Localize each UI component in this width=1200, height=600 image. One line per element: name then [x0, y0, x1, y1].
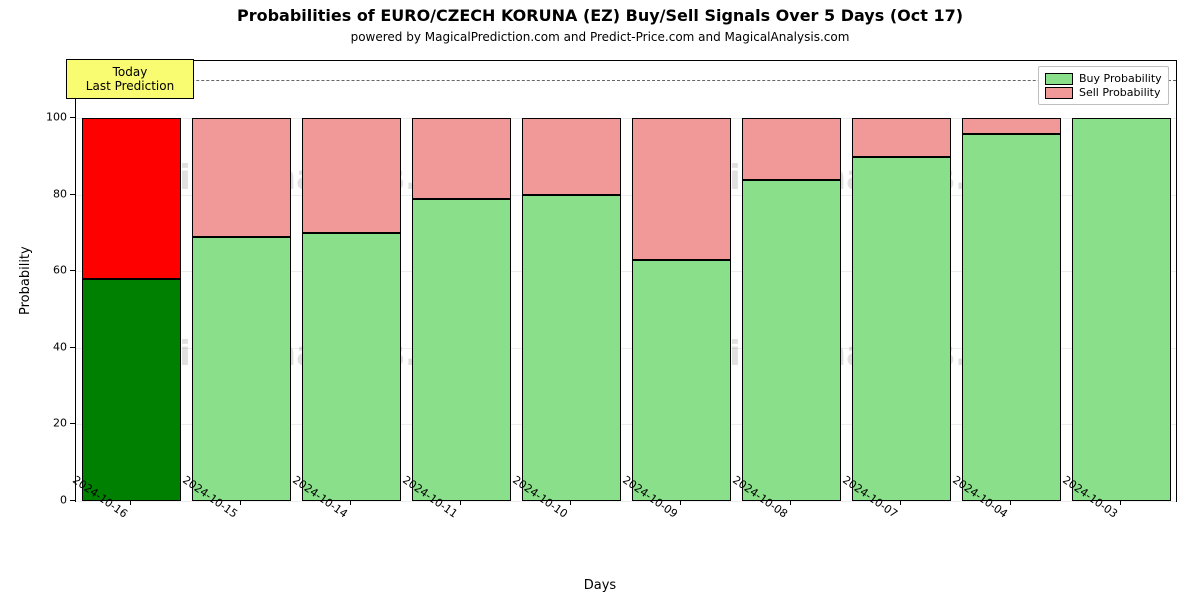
bar-buy — [852, 157, 951, 501]
xtick-mark — [350, 500, 351, 505]
bar-buy — [302, 233, 401, 501]
ytick-mark — [70, 500, 75, 501]
ytick-label: 100 — [35, 111, 67, 124]
ytick-mark — [70, 270, 75, 271]
bar-buy — [632, 260, 731, 501]
ytick-mark — [70, 347, 75, 348]
xtick-mark — [1010, 500, 1011, 505]
bar-sell — [742, 118, 841, 179]
legend: Buy ProbabilitySell Probability — [1038, 66, 1169, 105]
bar-buy — [962, 134, 1061, 501]
bar-sell — [852, 118, 951, 156]
chart-title: Probabilities of EURO/CZECH KORUNA (EZ) … — [0, 6, 1200, 25]
xtick-mark — [790, 500, 791, 505]
ytick-label: 0 — [35, 494, 67, 507]
xtick-mark — [460, 500, 461, 505]
ytick-label: 60 — [35, 264, 67, 277]
legend-swatch — [1045, 87, 1073, 99]
plot-area: MagicalAnalysis.comMagicalAnalysis.comMa… — [75, 60, 1177, 502]
bar-buy — [412, 199, 511, 501]
annotation-line: Today — [67, 65, 193, 79]
ytick-label: 20 — [35, 417, 67, 430]
bar-sell — [192, 118, 291, 237]
legend-item: Sell Probability — [1045, 86, 1162, 99]
legend-swatch — [1045, 73, 1073, 85]
bar-sell — [962, 118, 1061, 133]
ytick-label: 80 — [35, 187, 67, 200]
ytick-label: 40 — [35, 340, 67, 353]
legend-label: Buy Probability — [1079, 72, 1162, 85]
x-axis-label: Days — [0, 578, 1200, 593]
ytick-mark — [70, 194, 75, 195]
ytick-mark — [70, 117, 75, 118]
today-annotation: TodayLast Prediction — [66, 59, 194, 99]
xtick-mark — [1120, 500, 1121, 505]
xtick-mark — [680, 500, 681, 505]
legend-label: Sell Probability — [1079, 86, 1161, 99]
bar-buy — [192, 237, 291, 501]
gridline — [76, 501, 1176, 502]
bar-sell — [522, 118, 621, 195]
threshold-line — [76, 80, 1176, 81]
bar-buy — [1072, 118, 1171, 501]
xtick-mark — [240, 500, 241, 505]
ytick-mark — [70, 423, 75, 424]
bar-sell-today — [82, 118, 181, 279]
xtick-mark — [900, 500, 901, 505]
bar-sell — [412, 118, 511, 198]
xtick-mark — [130, 500, 131, 505]
legend-item: Buy Probability — [1045, 72, 1162, 85]
annotation-line: Last Prediction — [67, 79, 193, 93]
bar-buy — [742, 180, 841, 501]
bar-sell — [632, 118, 731, 260]
xtick-mark — [570, 500, 571, 505]
chart-subtitle: powered by MagicalPrediction.com and Pre… — [0, 30, 1200, 44]
y-axis-label: Probability — [18, 246, 33, 315]
bar-sell — [302, 118, 401, 233]
chart-figure: Probabilities of EURO/CZECH KORUNA (EZ) … — [0, 0, 1200, 600]
bar-buy — [522, 195, 621, 501]
bar-buy-today — [82, 279, 181, 501]
